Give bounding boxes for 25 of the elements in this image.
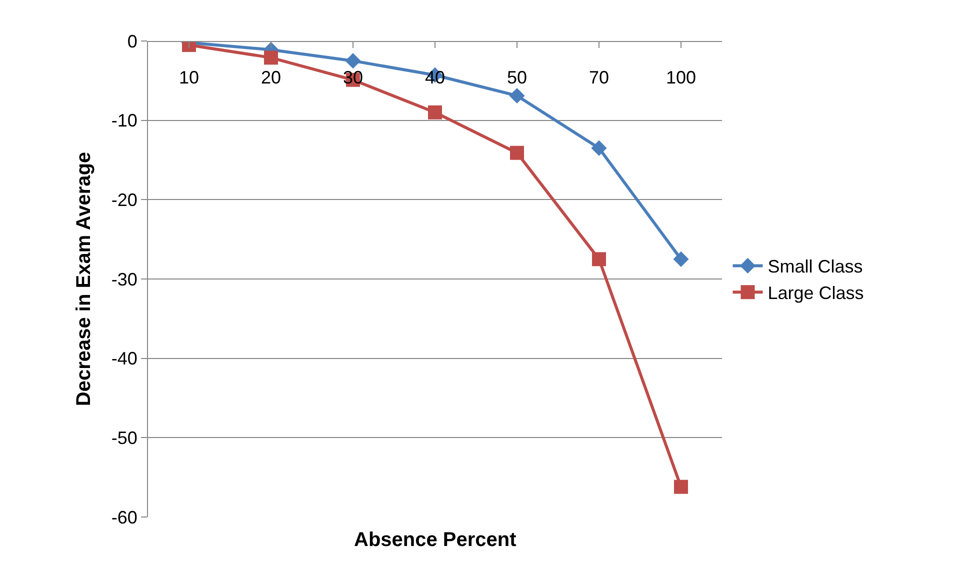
y-tick-label: -60 [111, 507, 138, 528]
x-tick-label: 10 [178, 68, 200, 88]
point [510, 146, 524, 160]
point [345, 53, 361, 69]
x-tick-label: 50 [506, 68, 528, 88]
x-tick-label: 100 [666, 68, 696, 88]
y-tick-label: -50 [111, 428, 138, 448]
y-tick-label: -30 [111, 269, 138, 290]
point [673, 251, 689, 267]
x-tick-label: 20 [260, 68, 282, 88]
y-axis-title: Decrease in Exam Average [72, 152, 95, 406]
x-axis-title: Absence Percent [354, 529, 517, 551]
point [509, 88, 525, 104]
point [591, 140, 607, 156]
y-tick-label: 0 [127, 31, 138, 52]
x-tick-label: 70 [588, 68, 610, 88]
y-tick-label: -40 [111, 348, 138, 369]
y-tick-label: -10 [111, 110, 138, 131]
point [264, 50, 278, 65]
point [592, 252, 606, 266]
point [674, 480, 688, 494]
y-tick-label: -20 [111, 190, 138, 210]
legend-label: Small Class [768, 256, 863, 277]
legend-label: Large Class [768, 283, 864, 304]
point [428, 105, 442, 120]
